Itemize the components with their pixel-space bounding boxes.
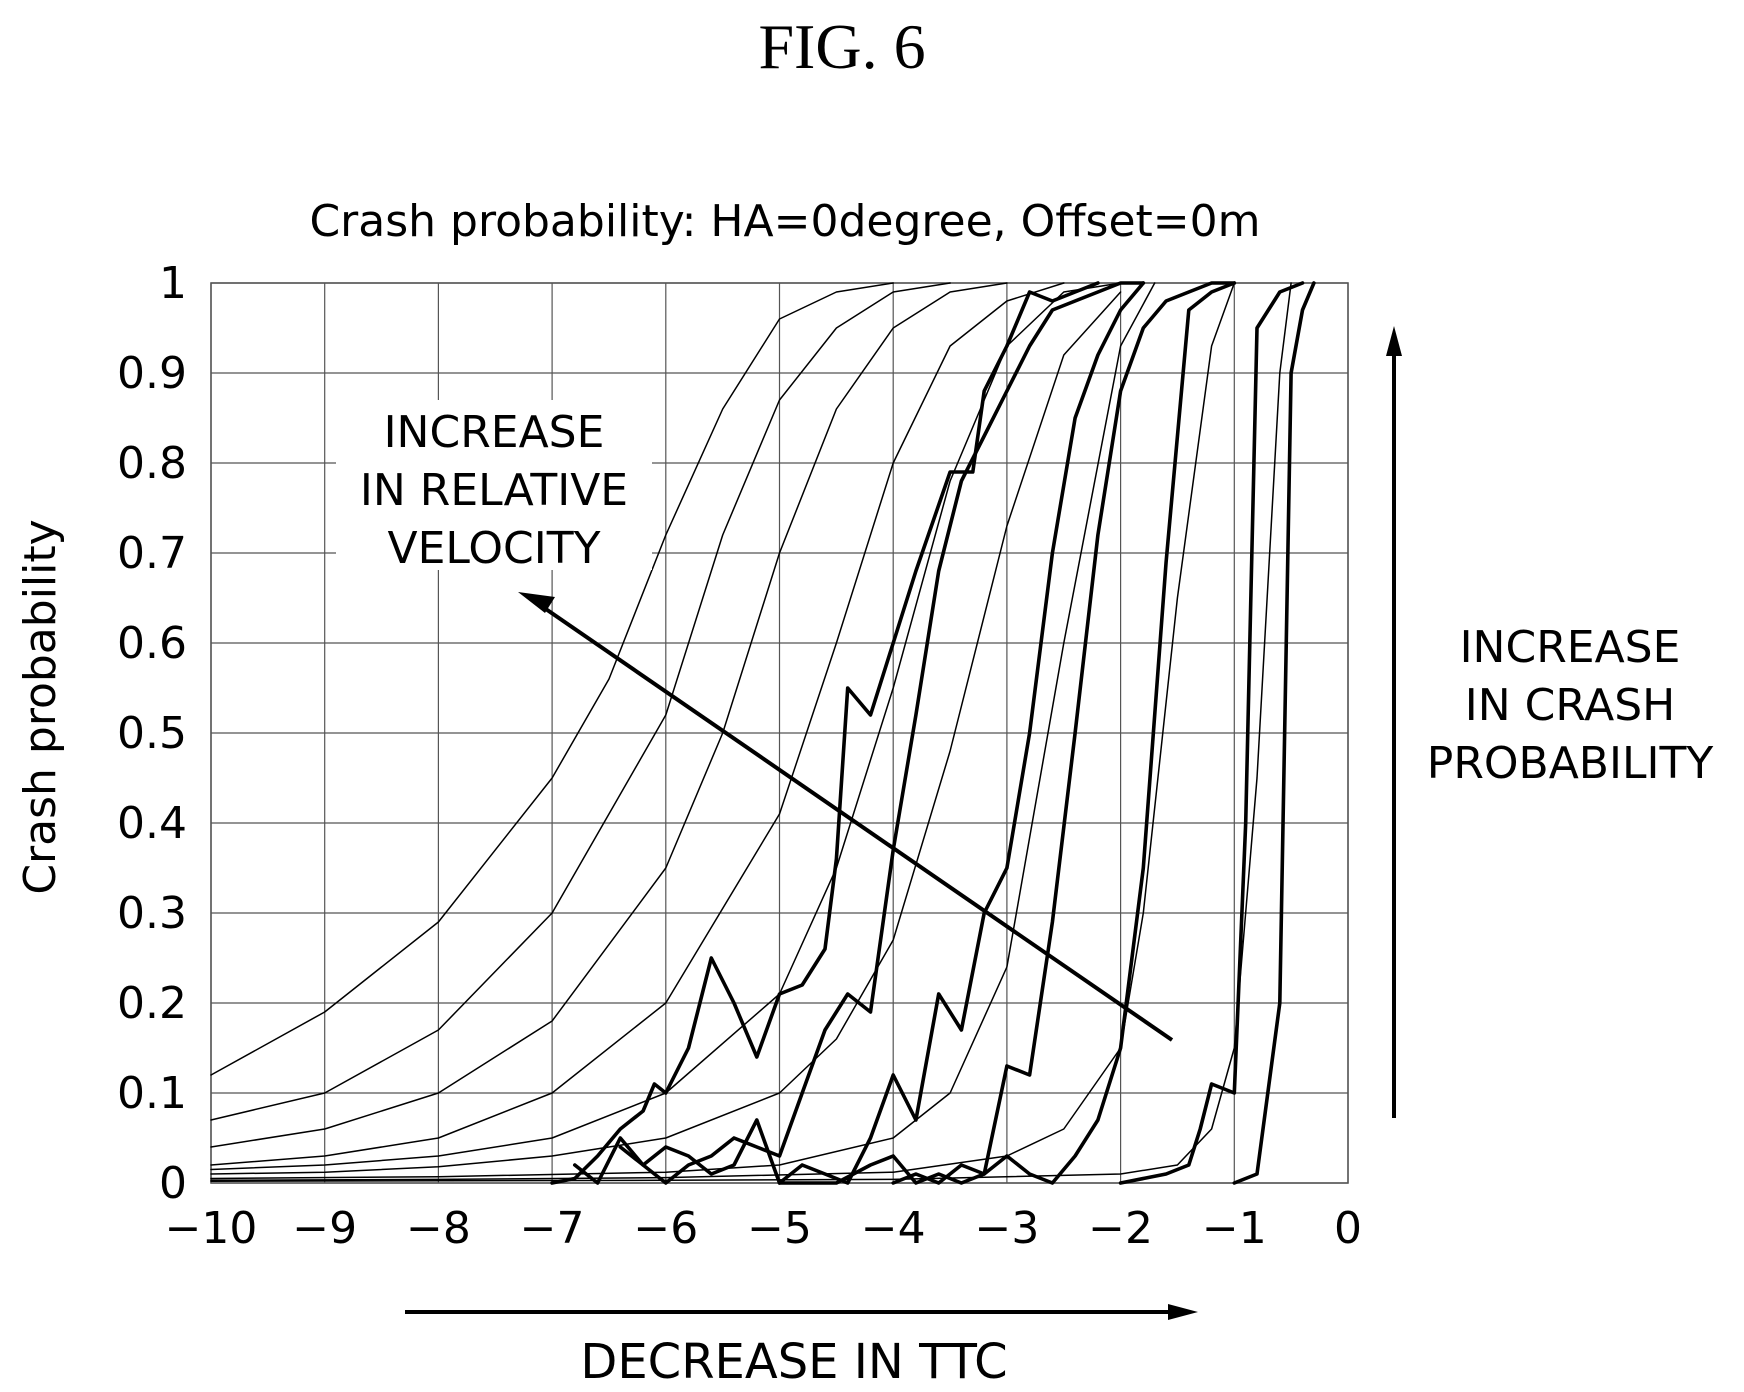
y-tick-label: 0.1 bbox=[117, 1068, 187, 1119]
probability-annotation-line-2: IN CRASH bbox=[1465, 680, 1676, 731]
probability-arrow-head bbox=[1386, 326, 1402, 356]
velocity-annotation-background bbox=[336, 400, 652, 570]
x-tick-label: −8 bbox=[406, 1203, 471, 1254]
y-tick-label: 0.6 bbox=[117, 618, 187, 669]
simulated-curve-11 bbox=[572, 281, 1146, 1185]
y-tick-label: 0.7 bbox=[117, 528, 187, 579]
figure-label: FIG. 6 bbox=[758, 11, 925, 82]
probability-annotation: INCREASE IN CRASH PROBABILITY bbox=[1386, 326, 1713, 1118]
simulated-curve-15 bbox=[1118, 281, 1305, 1185]
simulated-curve-12 bbox=[618, 281, 1146, 1185]
tick-labels: −10 −9 −8 −7 −6 −5 −4 −3 −2 −1 000.10.20.30.40.50.… bbox=[117, 258, 1362, 1254]
y-tick-label: 0.3 bbox=[117, 888, 187, 939]
x-tick-label: −5 bbox=[747, 1203, 812, 1254]
y-axis-label: Crash probability bbox=[15, 519, 66, 894]
x-axis-label: DECREASE IN TTC bbox=[580, 1334, 1007, 1390]
model-curve-1 bbox=[210, 282, 894, 1076]
model-curve-5 bbox=[210, 282, 1122, 1171]
model-curve-4 bbox=[210, 282, 1065, 1166]
x-tick-label: −9 bbox=[292, 1203, 357, 1254]
ttc-arrow bbox=[405, 1304, 1198, 1320]
x-tick-label: −4 bbox=[861, 1203, 926, 1254]
x-tick-label: −2 bbox=[1088, 1203, 1153, 1254]
x-tick-label: −3 bbox=[974, 1203, 1039, 1254]
y-tick-label: 0.2 bbox=[117, 978, 187, 1029]
x-tick-label: −1 bbox=[1202, 1203, 1267, 1254]
simulated-curve-14 bbox=[891, 281, 1237, 1185]
velocity-arrow-head bbox=[518, 592, 555, 613]
model-curve-2 bbox=[210, 282, 951, 1121]
probability-annotation-line-3: PROBABILITY bbox=[1427, 738, 1714, 789]
y-tick-label: 0.5 bbox=[117, 708, 187, 759]
velocity-annotation-line-1: INCREASE bbox=[384, 407, 605, 458]
y-tick-label: 0.9 bbox=[117, 348, 187, 399]
ttc-arrow-head bbox=[1168, 1304, 1198, 1320]
x-tick-label: −10 bbox=[165, 1203, 258, 1254]
model-curve-7 bbox=[210, 282, 1156, 1180]
probability-annotation-line-1: INCREASE bbox=[1460, 622, 1681, 673]
y-tick-label: 0.8 bbox=[117, 438, 187, 489]
velocity-arrow-shaft bbox=[538, 603, 1174, 1042]
simulated-curve-16 bbox=[1232, 281, 1316, 1185]
velocity-annotation: INCREASE IN RELATIVE VELOCITY bbox=[336, 400, 1174, 1042]
velocity-annotation-line-2: IN RELATIVE bbox=[360, 465, 628, 516]
velocity-annotation-line-3: VELOCITY bbox=[388, 523, 601, 574]
x-tick-label: −6 bbox=[633, 1203, 698, 1254]
curves bbox=[210, 281, 1316, 1185]
simulated-curve-10 bbox=[550, 281, 1100, 1185]
y-tick-label: 1 bbox=[159, 258, 187, 309]
x-tick-label: 0 bbox=[1334, 1203, 1362, 1254]
model-curve-6 bbox=[210, 291, 1122, 1175]
x-tick-label: −7 bbox=[520, 1203, 585, 1254]
y-tick-label: 0 bbox=[159, 1158, 187, 1209]
chart-title: Crash probability: HA=0degree, Offset=0m bbox=[309, 196, 1260, 247]
y-tick-label: 0.4 bbox=[117, 798, 187, 849]
simulated-curve-13 bbox=[777, 281, 1237, 1185]
